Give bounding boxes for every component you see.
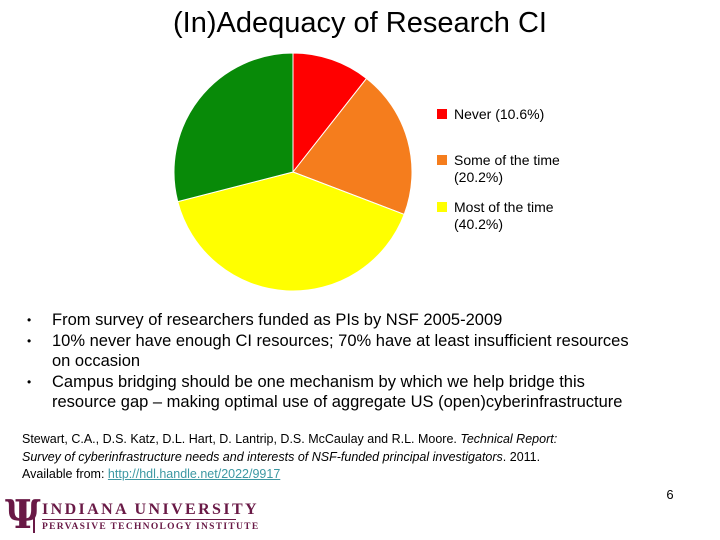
legend-swatch-icon	[437, 109, 447, 119]
legend-label: Some of the time (20.2%)	[454, 152, 560, 185]
footer-logo: Ψ INDIANA UNIVERSITY PERVASIVE TECHNOLOG…	[0, 494, 720, 540]
pie-slice-unlabeled-green-remainder	[173, 52, 294, 203]
pie-slice-never	[292, 52, 368, 174]
pie-slice-some-of-the-time	[292, 77, 413, 216]
citation-authors: Stewart, C.A., D.S. Katz, D.L. Hart, D. …	[22, 432, 461, 446]
bullet-item: Campus bridging should be one mechanism …	[22, 372, 694, 413]
legend-label: Most of the time (40.2%)	[454, 199, 554, 232]
legend-swatch-icon	[437, 202, 447, 212]
legend-item-never: Never (10.6%)	[437, 106, 544, 123]
bullet-item: From survey of researchers funded as PIs…	[22, 310, 694, 331]
slide-title: (In)Adequacy of Research CI	[173, 7, 547, 39]
legend-item-most-of-the-time: Most of the time (40.2%)	[437, 199, 554, 233]
footer-university-name: INDIANA UNIVERSITY	[42, 501, 260, 518]
citation-link[interactable]: http://hdl.handle.net/2022/9917	[107, 467, 281, 481]
citation-title: Technical Report: Survey of cyberinfrast…	[22, 432, 558, 464]
pie-slice-most-of-the-time	[177, 171, 405, 292]
bullet-list: From survey of researchers funded as PIs…	[22, 310, 694, 413]
legend-label: Never (10.6%)	[454, 106, 545, 122]
citation: Stewart, C.A., D.S. Katz, D.L. Hart, D. …	[22, 431, 702, 484]
footer-divider-vertical	[33, 502, 35, 533]
footer-institute-name: PERVASIVE TECHNOLOGY INSTITUTE	[42, 522, 260, 532]
iu-trident-icon: Ψ	[5, 492, 41, 538]
bullet-item: 10% never have enough CI resources; 70% …	[22, 331, 694, 372]
citation-year: . 2011. Available from:	[22, 449, 541, 482]
footer-divider-horizontal	[42, 519, 236, 520]
pie-chart	[173, 52, 413, 292]
legend-item-some-of-the-time: Some of the time (20.2%)	[437, 152, 560, 186]
legend-swatch-icon	[437, 155, 447, 165]
page-number: 6	[666, 487, 674, 502]
